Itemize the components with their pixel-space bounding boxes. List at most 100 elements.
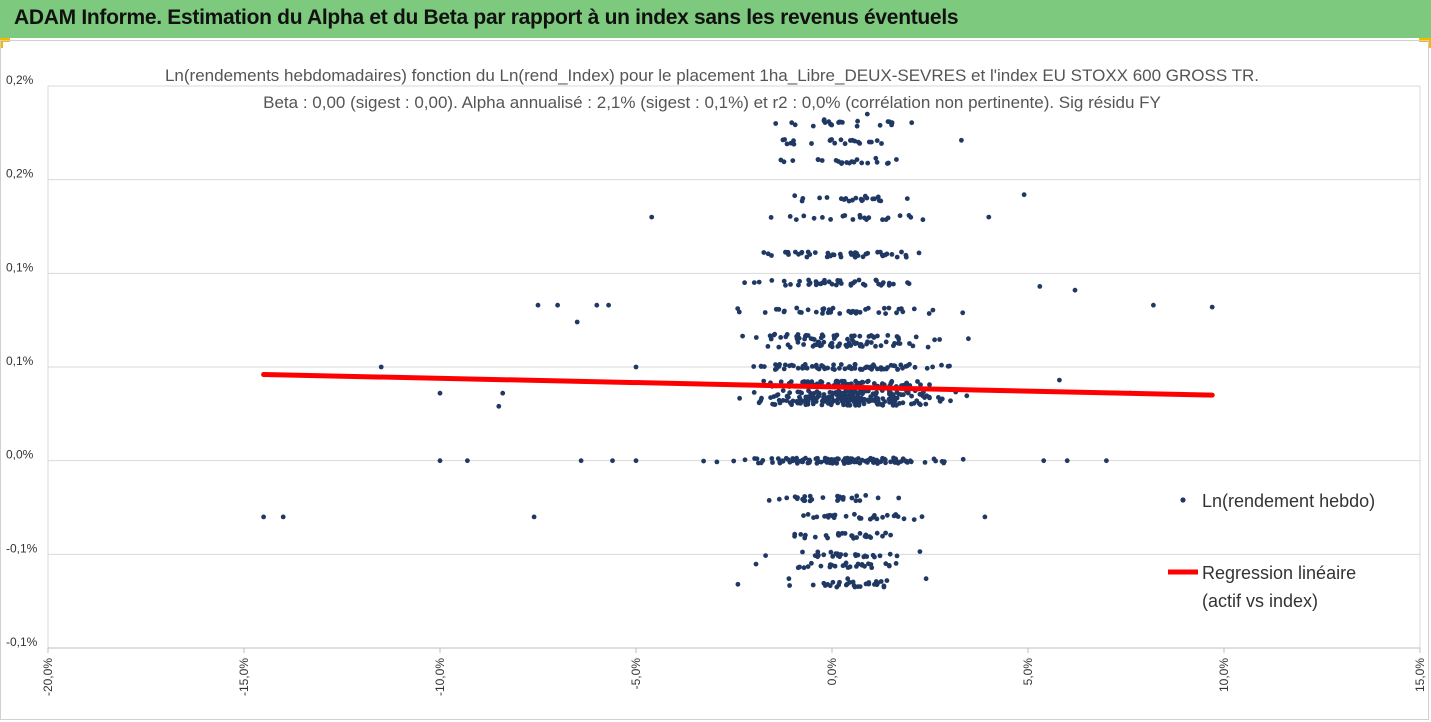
scatter-point bbox=[857, 516, 863, 521]
y-tick-label: 0,2% bbox=[6, 73, 34, 87]
scatter-point bbox=[948, 398, 953, 404]
y-tick-label: 0,1% bbox=[6, 260, 34, 274]
scatter-point bbox=[924, 365, 930, 371]
scatter-point bbox=[833, 379, 839, 385]
scatter-point bbox=[931, 456, 937, 462]
scatter-point bbox=[768, 336, 774, 342]
scatter-point bbox=[818, 281, 823, 287]
scatter-point bbox=[886, 563, 892, 568]
scatter-point bbox=[852, 138, 858, 144]
scatter-point bbox=[870, 515, 876, 520]
scatter-point bbox=[819, 363, 824, 368]
scatter-point bbox=[1064, 458, 1070, 464]
scatter-point bbox=[778, 335, 784, 340]
scatter-point bbox=[885, 215, 891, 221]
scatter-point bbox=[859, 160, 865, 166]
scatter-point bbox=[805, 333, 811, 338]
scatter-point bbox=[833, 457, 839, 463]
scatter-point bbox=[742, 280, 747, 286]
scatter-point bbox=[859, 379, 865, 385]
scatter-point bbox=[861, 401, 867, 407]
scatter-point bbox=[740, 333, 745, 339]
scatter-point bbox=[877, 122, 883, 128]
scatter-point bbox=[878, 579, 884, 584]
scatter-point bbox=[780, 398, 786, 403]
scatter-point bbox=[911, 306, 917, 312]
scatter-point bbox=[873, 343, 878, 349]
scatter-point bbox=[770, 460, 775, 465]
scatter-point bbox=[800, 365, 805, 371]
scatter-point bbox=[843, 196, 849, 201]
scatter-point bbox=[701, 458, 706, 464]
scatter-point bbox=[862, 193, 868, 199]
scatter-point bbox=[869, 565, 875, 571]
scatter-point bbox=[838, 552, 844, 557]
scatter-point bbox=[839, 160, 845, 166]
scatter-point bbox=[788, 379, 794, 384]
scatter-point bbox=[829, 122, 835, 128]
scatter-point bbox=[828, 394, 834, 400]
scatter-point bbox=[919, 514, 925, 520]
scatter-point bbox=[787, 459, 793, 465]
y-tick-label: 0,2% bbox=[6, 167, 34, 181]
scatter-point bbox=[813, 279, 819, 284]
scatter-point bbox=[927, 382, 932, 388]
scatter-point bbox=[855, 253, 861, 258]
scatter-point bbox=[799, 390, 804, 396]
scatter-point bbox=[853, 195, 859, 201]
scatter-point bbox=[844, 457, 849, 463]
scatter-point bbox=[871, 457, 877, 463]
scatter-point bbox=[888, 532, 893, 538]
scatter-point bbox=[874, 159, 880, 165]
scatter-point bbox=[1151, 302, 1156, 308]
scatter-point bbox=[819, 332, 825, 338]
scatter-point bbox=[857, 141, 863, 146]
scatter-point bbox=[889, 380, 894, 385]
scatter-point bbox=[854, 493, 860, 499]
scatter-point bbox=[819, 158, 825, 163]
scatter-point bbox=[840, 495, 846, 500]
scatter-point bbox=[806, 277, 811, 283]
scatter-point bbox=[835, 397, 841, 402]
scatter-point bbox=[860, 197, 865, 203]
scatter-point bbox=[794, 399, 800, 404]
scatter-point bbox=[855, 561, 861, 567]
scatter-point bbox=[837, 311, 843, 316]
scatter-point bbox=[856, 402, 862, 408]
scatter-point bbox=[792, 533, 797, 539]
scatter-point bbox=[824, 460, 830, 465]
scatter-point bbox=[912, 364, 918, 370]
scatter-point bbox=[817, 195, 822, 201]
scatter-point bbox=[843, 582, 849, 588]
scatter-point bbox=[803, 402, 809, 408]
scatter-point bbox=[787, 214, 793, 219]
scatter-point bbox=[918, 382, 923, 388]
scatter-point bbox=[831, 362, 836, 368]
scatter-point bbox=[797, 564, 802, 570]
scatter-point bbox=[578, 458, 584, 464]
scatter-point bbox=[875, 194, 881, 200]
scatter-point bbox=[786, 576, 792, 582]
scatter-point bbox=[853, 390, 859, 395]
scatter-point bbox=[960, 310, 966, 316]
scatter-point bbox=[814, 389, 820, 394]
scatter-point bbox=[804, 254, 810, 260]
scatter-point bbox=[830, 366, 836, 372]
scatter-point bbox=[778, 157, 784, 163]
scatter-point bbox=[777, 460, 783, 466]
chart-subtitle: Beta : 0,00 (sigest : 0,00). Alpha annua… bbox=[263, 93, 1161, 112]
scatter-point bbox=[857, 460, 863, 466]
scatter-point bbox=[797, 278, 802, 284]
scatter-point bbox=[813, 309, 819, 315]
scatter-point bbox=[819, 342, 824, 348]
scatter-point bbox=[843, 552, 848, 558]
legend: Ln(rendement hebdo) Regression linéaire (a… bbox=[1168, 491, 1375, 611]
scatter-point bbox=[775, 456, 781, 461]
scatter-point bbox=[875, 495, 881, 501]
scatter-point bbox=[465, 458, 470, 464]
scatter-point bbox=[810, 123, 816, 129]
scatter-point bbox=[792, 494, 798, 500]
scatter-point bbox=[894, 310, 899, 316]
scatter-point bbox=[890, 402, 896, 408]
scatter-point bbox=[761, 378, 767, 384]
